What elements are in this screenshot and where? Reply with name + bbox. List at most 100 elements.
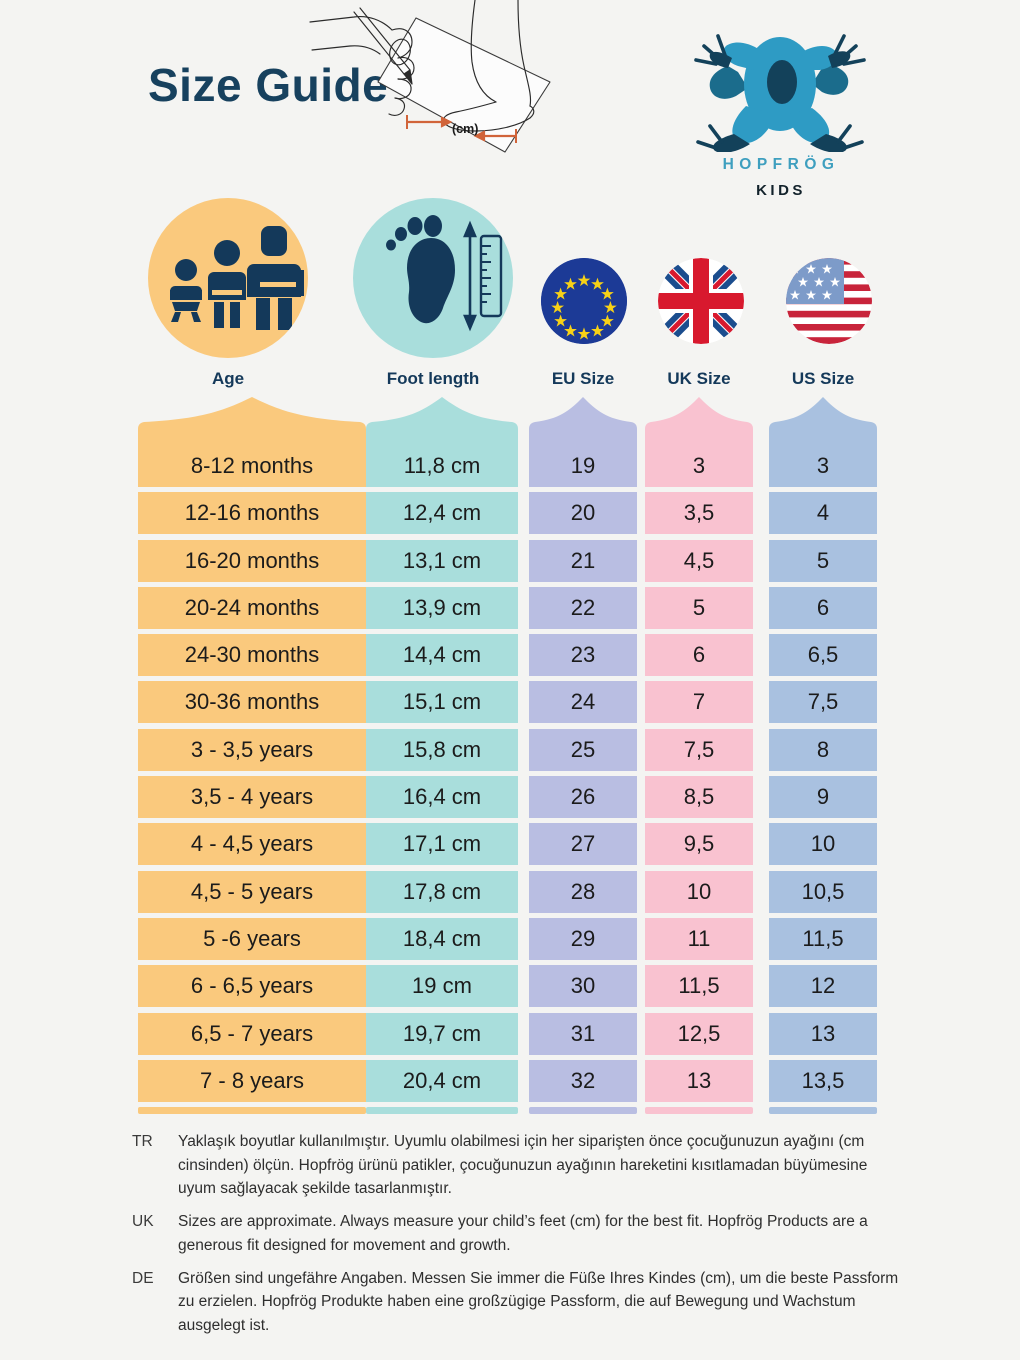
- cell-foot_length-row-8: 16,4 cm: [366, 776, 518, 819]
- footnote-tr: TR Yaklaşık boyutlar kullanılmıştır. Uyum…: [132, 1130, 902, 1201]
- page-title: Size Guide: [148, 59, 389, 111]
- cell-foot_length-row-4: 13,9 cm: [366, 586, 518, 629]
- cell-uk-row-11: 11: [645, 917, 753, 960]
- cell-age-row-3: 16-20 months: [138, 539, 366, 582]
- column-header-eu-size: EU Size: [551, 369, 615, 388]
- column-foot-us: [769, 1107, 877, 1115]
- cell-foot_length-row-14: 20,4 cm: [366, 1059, 518, 1102]
- cell-age-row-7: 3 - 3,5 years: [138, 728, 366, 771]
- cell-eu-row-10: 28: [529, 870, 637, 913]
- family-ages-icon: [170, 226, 304, 330]
- logo-kids-text: KIDS: [756, 182, 806, 199]
- cell-eu-row-2: 20: [529, 492, 637, 535]
- cell-us-row-7: 8: [769, 728, 877, 771]
- column-cap-us: [769, 397, 877, 445]
- cell-foot_length-row-7: 15,8 cm: [366, 728, 518, 771]
- cell-us-row-10: 10,5: [769, 870, 877, 913]
- us-flag-icon: [786, 258, 872, 344]
- cell-eu-row-6: 24: [529, 681, 637, 724]
- column-header-uk-size: UK Size: [667, 369, 731, 388]
- column-header-foot-length: Foot length: [386, 369, 480, 388]
- footnotes: TR Yaklaşık boyutlar kullanılmıştır. Uyum…: [132, 1130, 902, 1347]
- cell-us-row-8: 9: [769, 776, 877, 819]
- brand-logo: HOPFRÖG KIDS: [676, 22, 886, 199]
- cell-us-row-13: 13: [769, 1012, 877, 1055]
- cell-us-row-11: 11,5: [769, 917, 877, 960]
- cell-uk-row-10: 10: [645, 870, 753, 913]
- cell-foot_length-row-11: 18,4 cm: [366, 917, 518, 960]
- cell-us-row-14: 13,5: [769, 1059, 877, 1102]
- us-header-circle: [786, 258, 872, 344]
- cell-us-row-5: 6,5: [769, 634, 877, 677]
- foot-length-header-circle: [353, 198, 513, 358]
- cell-us-row-3: 5: [769, 539, 877, 582]
- cell-age-row-8: 3,5 - 4 years: [138, 776, 366, 819]
- column-cap-foot_length: [366, 397, 518, 445]
- cell-eu-row-4: 22: [529, 586, 637, 629]
- cell-age-row-11: 5 -6 years: [138, 917, 366, 960]
- cell-age-row-14: 7 - 8 years: [138, 1059, 366, 1102]
- cell-us-row-2: 4: [769, 492, 877, 535]
- footprint-ruler-icon: [386, 215, 503, 332]
- cell-age-row-4: 20-24 months: [138, 586, 366, 629]
- cell-foot_length-row-10: 17,8 cm: [366, 870, 518, 913]
- cm-label: (cm): [452, 122, 478, 136]
- cell-age-row-12: 6 - 6,5 years: [138, 965, 366, 1008]
- cell-foot_length-row-1: 11,8 cm: [366, 445, 518, 487]
- cell-us-row-6: 7,5: [769, 681, 877, 724]
- column-cap-uk: [645, 397, 753, 445]
- cell-us-row-1: 3: [769, 445, 877, 487]
- cell-eu-row-11: 29: [529, 917, 637, 960]
- column-cap-eu: [529, 397, 637, 445]
- cell-age-row-9: 4 - 4,5 years: [138, 823, 366, 866]
- cell-eu-row-8: 26: [529, 776, 637, 819]
- cell-eu-row-9: 27: [529, 823, 637, 866]
- eu-header-circle: [541, 258, 627, 344]
- footnote-de: DE Größen sind ungefähre Angaben. Messen …: [132, 1267, 902, 1338]
- cell-eu-row-13: 31: [529, 1012, 637, 1055]
- cell-foot_length-row-6: 15,1 cm: [366, 681, 518, 724]
- column-header-age: Age: [211, 369, 245, 388]
- cell-foot_length-row-12: 19 cm: [366, 965, 518, 1008]
- cell-uk-row-2: 3,5: [645, 492, 753, 535]
- column-foot-foot_length: [366, 1107, 518, 1115]
- cell-age-row-6: 30-36 months: [138, 681, 366, 724]
- footnote-text: Größen sind ungefähre Angaben. Messen Si…: [178, 1269, 899, 1334]
- eu-flag-icon: [541, 258, 627, 344]
- column-foot-uk: [645, 1107, 753, 1115]
- logo-wordmark: HOPFRÖG: [722, 156, 840, 173]
- cell-foot_length-row-3: 13,1 cm: [366, 539, 518, 582]
- cell-foot_length-row-9: 17,1 cm: [366, 823, 518, 866]
- cell-foot_length-row-13: 19,7 cm: [366, 1012, 518, 1055]
- cell-foot_length-row-2: 12,4 cm: [366, 492, 518, 535]
- cell-uk-row-3: 4,5: [645, 539, 753, 582]
- cell-eu-row-12: 30: [529, 965, 637, 1008]
- cell-us-row-4: 6: [769, 586, 877, 629]
- cell-uk-row-6: 7: [645, 681, 753, 724]
- frog-icon: [694, 34, 866, 153]
- footnote-text: Sizes are approximate. Always measure yo…: [178, 1213, 868, 1254]
- cell-eu-row-1: 19: [529, 445, 637, 487]
- cell-us-row-12: 12: [769, 965, 877, 1008]
- cell-age-row-2: 12-16 months: [138, 492, 366, 535]
- cell-foot_length-row-5: 14,4 cm: [366, 634, 518, 677]
- cell-us-row-9: 10: [769, 823, 877, 866]
- cell-uk-row-9: 9,5: [645, 823, 753, 866]
- cell-uk-row-13: 12,5: [645, 1012, 753, 1055]
- column-header-us-size: US Size: [791, 369, 855, 388]
- foot-tracing-illustration: (cm): [300, 0, 600, 170]
- cell-age-row-5: 24-30 months: [138, 634, 366, 677]
- column-foot-eu: [529, 1107, 637, 1115]
- cell-age-row-13: 6,5 - 7 years: [138, 1012, 366, 1055]
- age-header-circle: [148, 198, 308, 358]
- uk-flag-icon: [658, 258, 744, 344]
- column-cap-age: [138, 397, 366, 445]
- cell-uk-row-7: 7,5: [645, 728, 753, 771]
- cell-age-row-1: 8-12 months: [138, 445, 366, 487]
- cell-uk-row-5: 6: [645, 634, 753, 677]
- cell-eu-row-3: 21: [529, 539, 637, 582]
- cell-eu-row-5: 23: [529, 634, 637, 677]
- cell-eu-row-14: 32: [529, 1059, 637, 1102]
- footnote-language-code: DE: [132, 1269, 154, 1287]
